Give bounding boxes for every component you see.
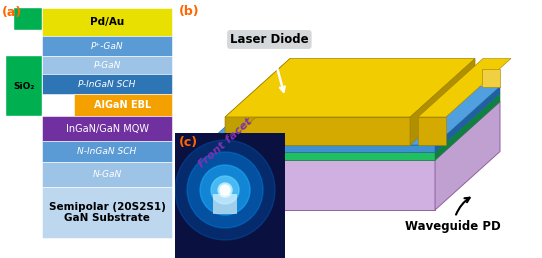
Text: Pd/Au: Pd/Au [90,17,124,27]
Circle shape [175,140,275,240]
Polygon shape [205,93,500,152]
Bar [42,116,172,141]
Polygon shape [225,117,410,145]
Polygon shape [435,101,500,210]
Text: SiO₂: SiO₂ [14,82,35,91]
Bar [42,74,172,94]
Polygon shape [225,59,475,117]
Text: N-InGaN SCH: N-InGaN SCH [78,147,137,156]
Bar [42,141,172,162]
Text: Laser Diode: Laser Diode [230,33,309,92]
Polygon shape [435,86,500,152]
Polygon shape [205,86,500,145]
Polygon shape [418,59,511,117]
Circle shape [200,165,250,215]
Bar [6,56,42,116]
Bar [14,8,42,30]
Text: Semipolar (20S2S1)
GaN Substrate: Semipolar (20S2S1) GaN Substrate [49,202,165,223]
Bar [42,162,172,187]
Text: Front facet: Front facet [197,116,255,170]
Polygon shape [215,100,490,158]
Polygon shape [418,117,446,145]
Polygon shape [482,69,500,86]
Text: P-GaN: P-GaN [93,61,121,70]
Text: N-GaN: N-GaN [93,170,121,179]
Text: AlGaN EBL: AlGaN EBL [94,100,152,110]
Bar [74,94,172,116]
Polygon shape [435,93,500,160]
Bar [42,187,172,238]
Text: P-InGaN SCH: P-InGaN SCH [79,80,136,89]
Polygon shape [205,101,500,160]
Polygon shape [205,160,435,210]
Polygon shape [225,59,290,145]
Text: Waveguide PD: Waveguide PD [405,198,501,233]
Circle shape [220,185,230,195]
Text: InGaN/GaN MQW: InGaN/GaN MQW [66,124,149,134]
Bar [42,8,172,36]
Circle shape [218,183,232,197]
Polygon shape [205,145,435,152]
Bar [213,194,237,214]
Text: (a): (a) [2,6,22,19]
Bar [42,56,172,74]
Circle shape [211,176,239,204]
Bar [175,133,285,258]
Polygon shape [205,152,435,160]
Text: (b): (b) [179,5,199,18]
Circle shape [187,152,263,228]
Bar [42,36,172,56]
Text: P⁺-GaN: P⁺-GaN [91,42,124,51]
Polygon shape [410,59,475,145]
Text: (c): (c) [179,136,198,149]
